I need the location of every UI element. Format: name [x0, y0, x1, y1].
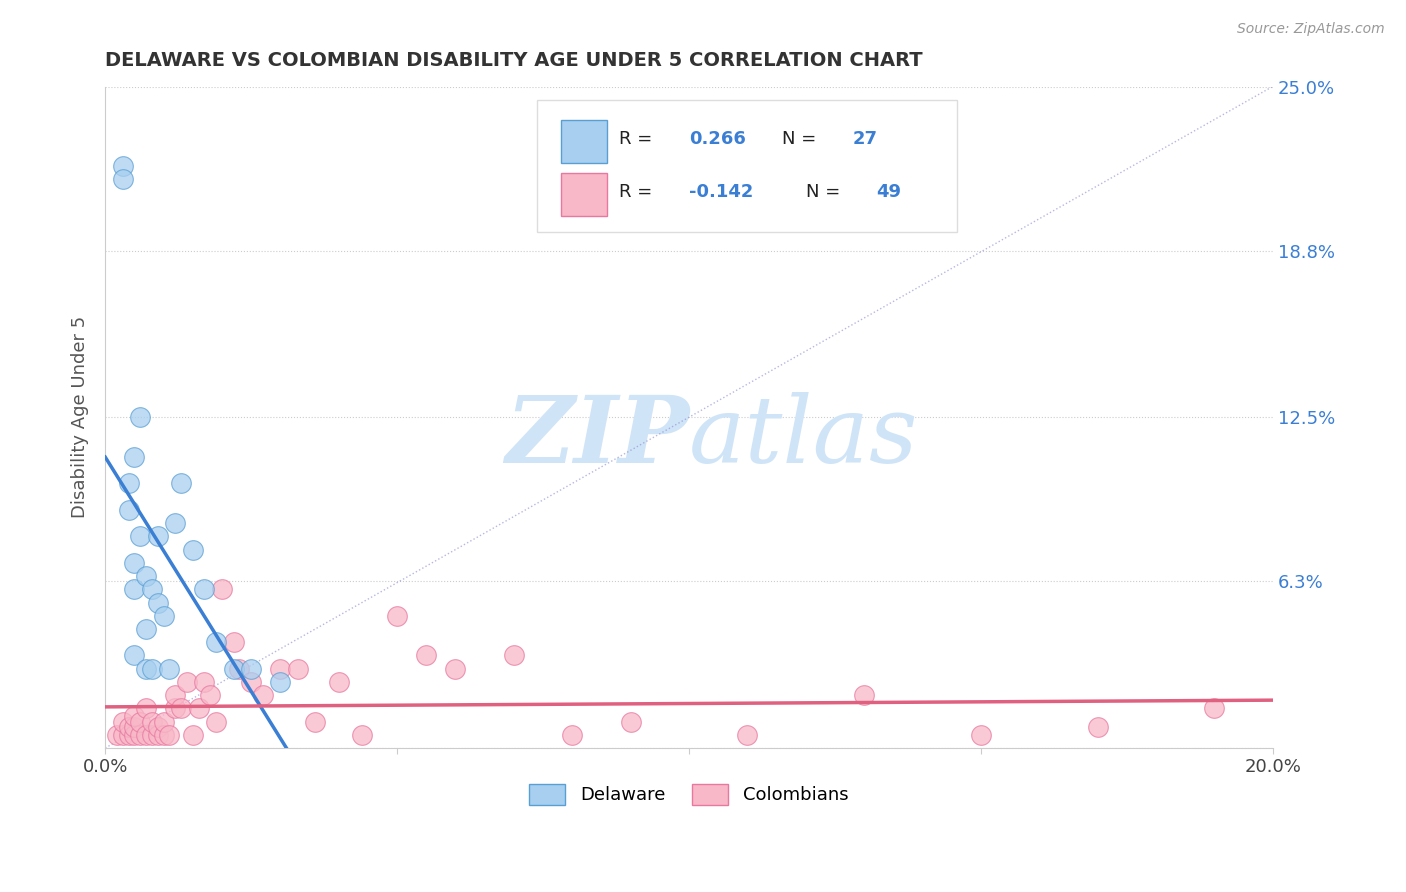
Point: [135, 569, 157, 583]
Point: [111, 172, 134, 186]
Point: [135, 662, 157, 676]
Point: [193, 674, 215, 689]
Text: 49: 49: [876, 184, 901, 202]
Point: [146, 728, 169, 742]
Text: DELAWARE VS COLOMBIAN DISABILITY AGE UNDER 5 CORRELATION CHART: DELAWARE VS COLOMBIAN DISABILITY AGE UND…: [105, 51, 922, 70]
Text: 0.266: 0.266: [689, 130, 745, 148]
Point: [170, 701, 193, 715]
Point: [181, 542, 204, 557]
Point: [117, 476, 139, 491]
Point: [124, 709, 146, 723]
Point: [304, 714, 326, 729]
Point: [170, 476, 193, 491]
Point: [205, 714, 228, 729]
Text: ZIP: ZIP: [505, 392, 689, 482]
Point: [146, 529, 169, 543]
Point: [141, 582, 163, 597]
Point: [200, 688, 222, 702]
Text: N =: N =: [806, 184, 845, 202]
Point: [165, 701, 187, 715]
Point: [1204, 701, 1226, 715]
Point: [385, 608, 408, 623]
Point: [165, 688, 187, 702]
Point: [269, 662, 291, 676]
Point: [222, 662, 245, 676]
Point: [444, 662, 467, 676]
Text: 27: 27: [852, 130, 877, 148]
Point: [117, 503, 139, 517]
Point: [146, 720, 169, 734]
Point: [129, 714, 152, 729]
Point: [970, 728, 993, 742]
Point: [1087, 720, 1109, 734]
Point: [853, 688, 876, 702]
Point: [152, 714, 174, 729]
Point: [211, 582, 233, 597]
Text: atlas: atlas: [689, 392, 918, 482]
Point: [105, 728, 128, 742]
Point: [111, 728, 134, 742]
Y-axis label: Disability Age Under 5: Disability Age Under 5: [72, 316, 89, 518]
Point: [117, 728, 139, 742]
Point: [287, 662, 309, 676]
Point: [222, 635, 245, 649]
Point: [124, 648, 146, 663]
Point: [141, 714, 163, 729]
Point: [111, 714, 134, 729]
Point: [619, 714, 641, 729]
Point: [205, 635, 228, 649]
Point: [135, 622, 157, 636]
Point: [165, 516, 187, 530]
FancyBboxPatch shape: [561, 120, 607, 162]
Text: -0.142: -0.142: [689, 184, 754, 202]
Point: [157, 728, 180, 742]
Point: [141, 662, 163, 676]
Point: [135, 728, 157, 742]
Point: [252, 688, 274, 702]
FancyBboxPatch shape: [561, 172, 607, 216]
Point: [124, 450, 146, 464]
Point: [228, 662, 250, 676]
Point: [135, 701, 157, 715]
Text: R =: R =: [619, 184, 658, 202]
Point: [129, 410, 152, 425]
Point: [561, 728, 583, 742]
Text: R =: R =: [619, 130, 658, 148]
Point: [269, 674, 291, 689]
Point: [124, 582, 146, 597]
Point: [328, 674, 350, 689]
Point: [157, 662, 180, 676]
Point: [502, 648, 524, 663]
Legend: Delaware, Colombians: Delaware, Colombians: [522, 776, 856, 812]
Point: [737, 728, 759, 742]
Point: [111, 159, 134, 173]
Point: [129, 529, 152, 543]
Point: [415, 648, 437, 663]
Point: [193, 582, 215, 597]
Point: [181, 728, 204, 742]
Point: [152, 728, 174, 742]
Point: [240, 674, 263, 689]
Point: [187, 701, 209, 715]
Point: [176, 674, 198, 689]
Point: [117, 720, 139, 734]
Point: [240, 662, 263, 676]
Point: [129, 728, 152, 742]
Point: [124, 720, 146, 734]
FancyBboxPatch shape: [537, 100, 957, 232]
Point: [124, 728, 146, 742]
Point: [152, 608, 174, 623]
Point: [146, 595, 169, 609]
Text: Source: ZipAtlas.com: Source: ZipAtlas.com: [1237, 22, 1385, 37]
Point: [124, 556, 146, 570]
Point: [141, 728, 163, 742]
Text: N =: N =: [782, 130, 823, 148]
Point: [352, 728, 374, 742]
